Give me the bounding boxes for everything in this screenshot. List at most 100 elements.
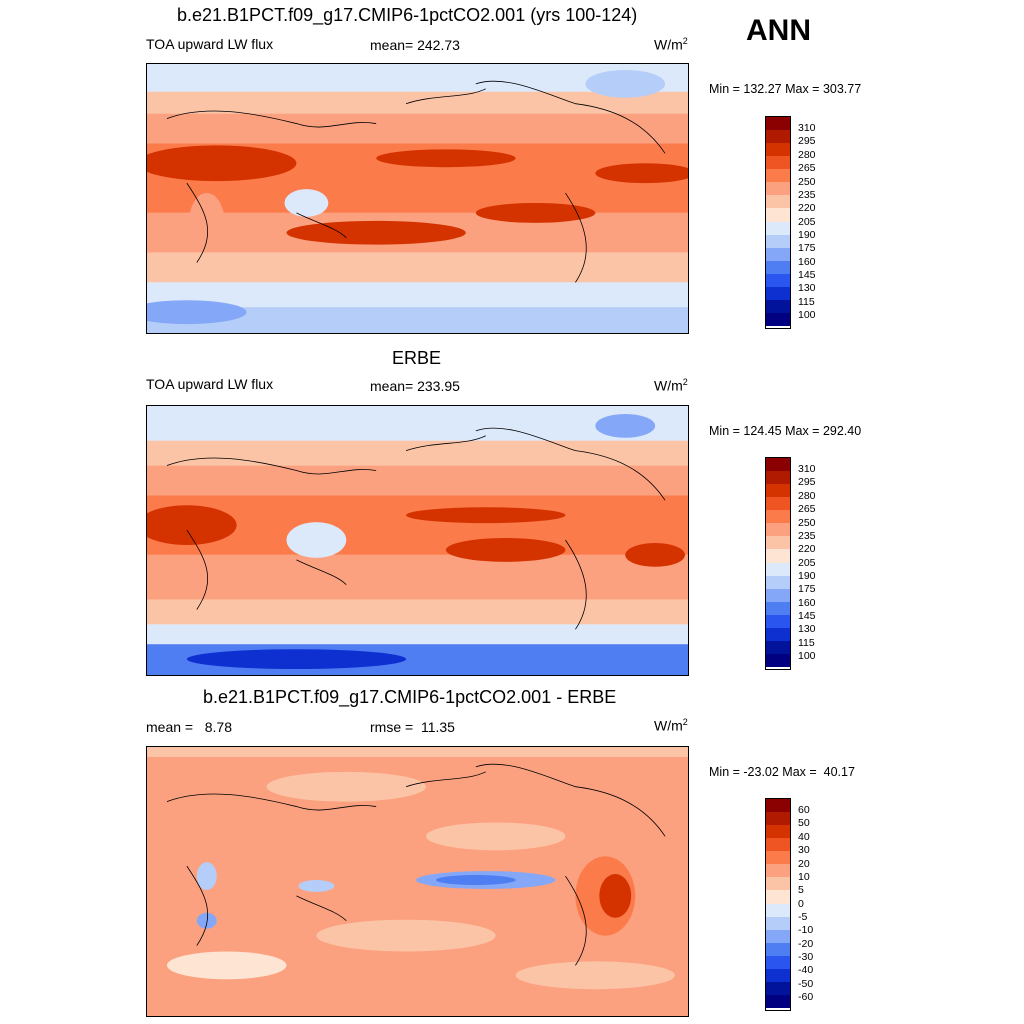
colorbar-tick-label: -20	[798, 938, 814, 950]
colorbar-swatch	[766, 169, 790, 183]
colorbar-swatch	[766, 458, 790, 472]
colorbar-tick-label: 50	[798, 817, 810, 829]
colorbar-swatch	[766, 562, 790, 576]
colorbar-tick-label: 190	[798, 229, 816, 241]
colorbar-swatch	[766, 156, 790, 170]
panel-3-minmax: Min = -23.02 Max = 40.17	[709, 765, 855, 779]
colorbar-tick-label: 235	[798, 530, 816, 542]
colorbar-swatch	[766, 471, 790, 485]
panel-1-mean-label: mean= 242.73	[370, 37, 460, 53]
colorbar-swatch	[766, 838, 790, 852]
colorbar-swatch	[766, 510, 790, 524]
colorbar-tick-label: 160	[798, 256, 816, 268]
panel-3-colorbar	[765, 798, 791, 1011]
colorbar-swatch	[766, 851, 790, 865]
panel-2-colorbar	[765, 457, 791, 670]
colorbar-tick-label: 205	[798, 216, 816, 228]
colorbar-tick-label: 40	[798, 831, 810, 843]
colorbar-tick-label: -40	[798, 964, 814, 976]
panel-3-rmse-label: rmse = 11.35	[370, 719, 455, 735]
colorbar-swatch	[766, 195, 790, 209]
colorbar-swatch	[766, 812, 790, 826]
colorbar-tick-label: 145	[798, 269, 816, 281]
colorbar-swatch	[766, 994, 790, 1008]
colorbar-tick-label: 250	[798, 517, 816, 529]
panel-2-minmax: Min = 124.45 Max = 292.40	[709, 424, 862, 438]
colorbar-tick-label: 220	[798, 543, 816, 555]
season-label: ANN	[746, 14, 811, 47]
colorbar-tick-label: 5	[798, 884, 804, 896]
colorbar-tick-label: 30	[798, 844, 810, 856]
colorbar-tick-label: 145	[798, 610, 816, 622]
colorbar-swatch	[766, 117, 790, 131]
colorbar-swatch	[766, 523, 790, 537]
colorbar-swatch	[766, 864, 790, 878]
colorbar-tick-label: 250	[798, 176, 816, 188]
colorbar-tick-label: 235	[798, 189, 816, 201]
colorbar-swatch	[766, 536, 790, 550]
colorbar-swatch	[766, 916, 790, 930]
panel-1-units: W/m2	[654, 36, 688, 53]
panel-3-map	[146, 746, 689, 1017]
colorbar-swatch	[766, 130, 790, 144]
colorbar-tick-label: -10	[798, 924, 814, 936]
colorbar-tick-label: 310	[798, 463, 816, 475]
colorbar-swatch	[766, 286, 790, 300]
panel-2-title: ERBE	[392, 348, 442, 368]
colorbar-swatch	[766, 877, 790, 891]
colorbar-tick-label: 295	[798, 135, 816, 147]
colorbar-tick-label: 20	[798, 858, 810, 870]
colorbar-tick-label: 10	[798, 871, 810, 883]
colorbar-tick-label: 310	[798, 122, 816, 134]
panel-2-variable-label: TOA upward LW flux	[146, 376, 274, 392]
colorbar-tick-label: 60	[798, 804, 810, 816]
colorbar-tick-label: -60	[798, 991, 814, 1003]
colorbar-tick-label: 160	[798, 597, 816, 609]
colorbar-tick-label: -5	[798, 911, 808, 923]
colorbar-swatch	[766, 221, 790, 235]
colorbar-tick-label: 205	[798, 557, 816, 569]
colorbar-swatch	[766, 640, 790, 654]
panel-1-minmax: Min = 132.27 Max = 303.77	[709, 82, 862, 96]
colorbar-tick-label: 115	[798, 296, 815, 308]
colorbar-swatch	[766, 247, 790, 261]
colorbar-swatch	[766, 890, 790, 904]
colorbar-swatch	[766, 799, 790, 813]
colorbar-tick-label: 175	[798, 242, 816, 254]
colorbar-swatch	[766, 614, 790, 628]
colorbar-swatch	[766, 588, 790, 602]
colorbar-swatch	[766, 601, 790, 615]
panel-2-units: W/m2	[654, 377, 688, 394]
colorbar-tick-label: 100	[798, 650, 816, 662]
panel-2-map	[146, 405, 689, 676]
colorbar-tick-label: 190	[798, 570, 816, 582]
colorbar-swatch	[766, 653, 790, 667]
colorbar-tick-label: 280	[798, 490, 816, 502]
panel-1-title: b.e21.B1PCT.f09_g17.CMIP6-1pctCO2.001 (y…	[177, 5, 638, 25]
colorbar-swatch	[766, 549, 790, 563]
colorbar-swatch	[766, 825, 790, 839]
colorbar-swatch	[766, 208, 790, 222]
colorbar-swatch	[766, 968, 790, 982]
colorbar-swatch	[766, 575, 790, 589]
colorbar-tick-label: 175	[798, 583, 816, 595]
colorbar-tick-label: -30	[798, 951, 814, 963]
colorbar-tick-label: 295	[798, 476, 816, 488]
colorbar-swatch	[766, 234, 790, 248]
colorbar-swatch	[766, 627, 790, 641]
panel-1-map	[146, 63, 689, 334]
colorbar-swatch	[766, 955, 790, 969]
colorbar-swatch	[766, 182, 790, 196]
colorbar-tick-label: -50	[798, 978, 814, 990]
colorbar-tick-label: 130	[798, 282, 816, 294]
panel-3-mean-label: mean = 8.78	[146, 719, 233, 735]
panel-1-colorbar	[765, 116, 791, 329]
colorbar-tick-label: 130	[798, 623, 816, 635]
panel-2-mean-label: mean= 233.95	[370, 378, 460, 394]
colorbar-tick-label: 100	[798, 309, 816, 321]
colorbar-tick-label: 0	[798, 898, 804, 910]
colorbar-swatch	[766, 260, 790, 274]
colorbar-swatch	[766, 981, 790, 995]
colorbar-swatch	[766, 299, 790, 313]
colorbar-tick-label: 220	[798, 202, 816, 214]
